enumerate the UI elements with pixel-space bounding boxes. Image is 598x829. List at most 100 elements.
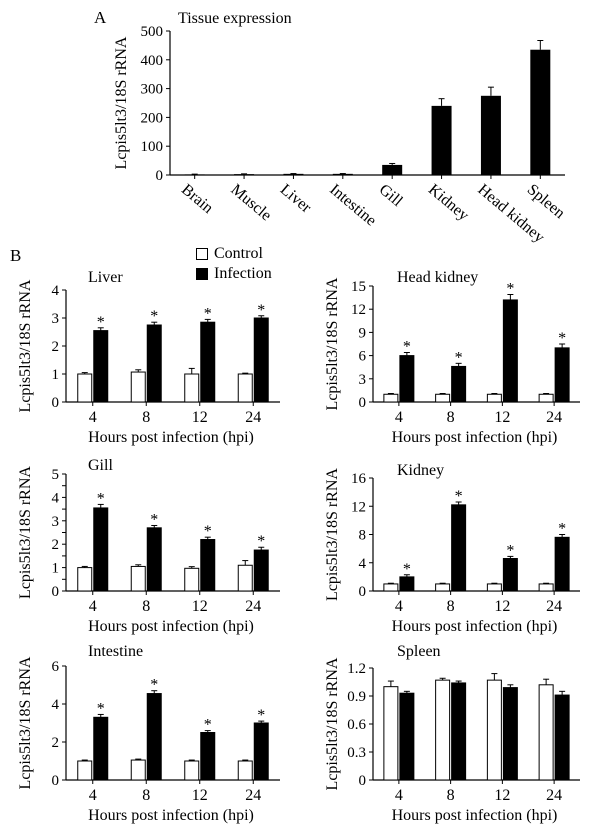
chart-title: Kidney xyxy=(397,462,444,479)
legend-control-swatch xyxy=(196,248,208,260)
significance-marker: * xyxy=(257,302,265,319)
chart-kidney: 0 4 8 12 16 4 * 8 * 12 * 24 * Kidney Hours post infect… xyxy=(324,462,580,635)
bar xyxy=(283,173,304,175)
y-tick-label: 3 xyxy=(52,311,60,327)
bar-infection xyxy=(502,687,518,781)
bar xyxy=(184,174,205,175)
bar-control xyxy=(383,583,399,592)
bar-control xyxy=(435,583,451,592)
bar-infection xyxy=(200,539,216,592)
bar xyxy=(332,173,353,175)
bar-control xyxy=(486,679,502,781)
significance-marker: * xyxy=(97,314,105,331)
y-tick-label: 0 xyxy=(359,584,367,600)
bar-control xyxy=(130,565,146,592)
bar-infection xyxy=(399,576,415,592)
chart-title: Head kidney xyxy=(397,269,478,286)
significance-marker: * xyxy=(257,707,265,724)
x-axis-label: Hours post infection (hpi) xyxy=(88,618,254,635)
chart-tissue: 0 100 200 300 400 500 Brain Muscle Liver Intestin… xyxy=(113,10,568,246)
x-tick-label: 8 xyxy=(447,598,455,615)
y-tick-label: 8 xyxy=(359,528,367,544)
chart-head-kidney: 0 3 6 9 12 15 4 * 8 * 12 * 24 * Head kidney Hours post … xyxy=(324,269,580,446)
bar-infection xyxy=(502,558,518,592)
bar-control xyxy=(184,373,200,403)
chart-title: Gill xyxy=(88,457,113,474)
significance-marker: * xyxy=(506,542,514,559)
y-tick-label: 0.6 xyxy=(347,717,366,733)
significance-marker: * xyxy=(558,521,566,538)
bar-infection xyxy=(253,549,269,592)
y-tick-label: 6 xyxy=(52,659,60,675)
significance-marker: * xyxy=(97,700,105,717)
bar xyxy=(382,164,403,175)
chart-title: Liver xyxy=(88,269,123,286)
significance-marker: * xyxy=(204,305,212,322)
bar-control xyxy=(77,567,93,592)
x-tick-label: 8 xyxy=(447,409,455,426)
bar-infection xyxy=(146,527,162,592)
x-tick-label: 24 xyxy=(245,598,261,615)
significance-marker: * xyxy=(455,488,463,505)
significance-marker: * xyxy=(97,490,105,507)
legend: Control Infection xyxy=(196,244,272,284)
bar-infection xyxy=(146,324,162,403)
significance-marker: * xyxy=(150,308,158,325)
significance-marker: * xyxy=(150,511,158,528)
x-tick-label: Kidney xyxy=(425,181,472,224)
bar-control xyxy=(538,393,554,403)
x-tick-label: 12 xyxy=(494,409,510,426)
x-axis-label: Hours post infection (hpi) xyxy=(392,618,558,635)
bar-control xyxy=(383,393,399,403)
y-tick-label: 0.3 xyxy=(347,745,366,761)
chart-title: Tissue expression xyxy=(178,10,292,27)
x-tick-label: 4 xyxy=(395,787,403,804)
bar-control xyxy=(184,567,200,592)
bar-infection xyxy=(146,693,162,781)
bar-infection xyxy=(253,722,269,781)
y-tick-label: 12 xyxy=(351,499,366,515)
y-tick-label: 9 xyxy=(359,325,367,341)
bar-infection xyxy=(554,694,570,781)
x-tick-label: 12 xyxy=(192,787,208,804)
x-tick-label: 12 xyxy=(494,787,510,804)
bar-infection xyxy=(502,299,518,403)
bar-control xyxy=(130,371,146,403)
bar-control xyxy=(435,393,451,403)
y-tick-label: 100 xyxy=(141,139,164,155)
x-tick-label: 8 xyxy=(142,787,150,804)
y-axis-label: Lcpis5lt3/18S rRNA xyxy=(324,657,341,790)
y-tick-label: 15 xyxy=(351,279,366,295)
x-tick-label: Liver xyxy=(277,181,315,217)
y-tick-label: 0.9 xyxy=(347,689,366,705)
x-tick-label: 24 xyxy=(245,409,261,426)
bar-infection xyxy=(93,507,109,592)
bar-infection xyxy=(554,536,570,592)
y-tick-label: 300 xyxy=(141,82,164,98)
x-tick-label: 24 xyxy=(546,598,562,615)
bar xyxy=(530,49,551,175)
x-axis-label: Hours post infection (hpi) xyxy=(88,429,254,446)
x-tick-label: 12 xyxy=(494,598,510,615)
x-tick-label: 4 xyxy=(89,787,97,804)
y-tick-label: 2 xyxy=(52,537,60,553)
y-tick-label: 2 xyxy=(52,735,60,751)
bar xyxy=(480,95,501,175)
y-axis-label: Lcpis5lt3/18S rRNA xyxy=(113,36,130,169)
bar-infection xyxy=(554,347,570,403)
x-tick-label: Gill xyxy=(376,181,406,210)
significance-marker: * xyxy=(506,281,514,298)
legend-infection: Infection xyxy=(196,264,272,284)
significance-marker: * xyxy=(150,677,158,694)
x-tick-label: 8 xyxy=(142,409,150,426)
chart-title: Spleen xyxy=(397,643,441,660)
y-tick-label: 2 xyxy=(52,339,60,355)
x-axis-label: Hours post infection (hpi) xyxy=(88,807,254,824)
bar-control xyxy=(538,684,554,781)
y-axis-label: Lcpis5lt3/18S rRNA xyxy=(17,466,34,599)
x-tick-label: 24 xyxy=(245,787,261,804)
x-tick-label: Intestine xyxy=(326,181,379,229)
x-tick-label: 4 xyxy=(89,598,97,615)
y-tick-label: 500 xyxy=(141,24,164,40)
y-tick-label: 0 xyxy=(359,395,367,411)
